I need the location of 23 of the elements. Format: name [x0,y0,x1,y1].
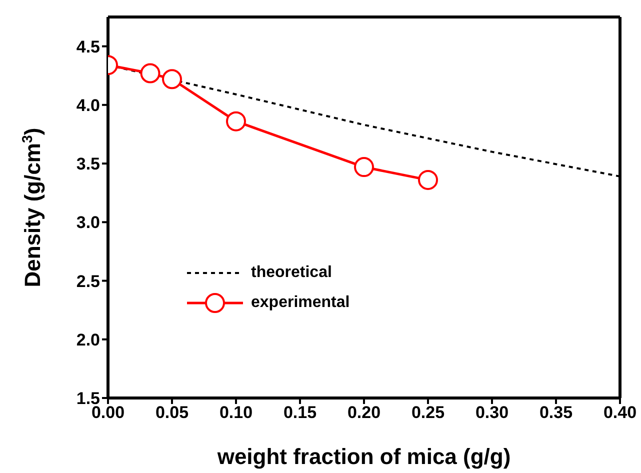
x-tick-label: 0.15 [283,403,317,422]
y-tick-label: 4.0 [76,96,100,115]
y-tick-label: 3.0 [76,213,100,232]
y-tick-label: 4.5 [76,37,100,56]
x-tick-label: 0.40 [603,403,637,422]
x-tick-label: 0.10 [219,403,253,422]
point [140,63,160,84]
point [354,157,374,178]
point [162,69,182,90]
x-axis-title: weight fraction of mica (g/g) [216,444,511,469]
legend-label: theoretical [251,264,332,282]
x-tick-label: 0.35 [539,403,573,422]
legend-label: experimental [251,294,350,312]
x-tick-label: 0.20 [347,403,381,422]
y-tick-label: 3.5 [76,154,100,174]
x-tick-label: 0.00 [91,403,125,422]
y-tick-label: 2.0 [76,330,100,350]
x-tick-label: 0.05 [155,403,189,422]
point [226,111,246,132]
x-tick-label: 0.30 [475,403,509,422]
y-tick-label: 2.5 [76,272,100,291]
x-tick-label: 0.25 [411,403,445,422]
point [418,170,438,190]
